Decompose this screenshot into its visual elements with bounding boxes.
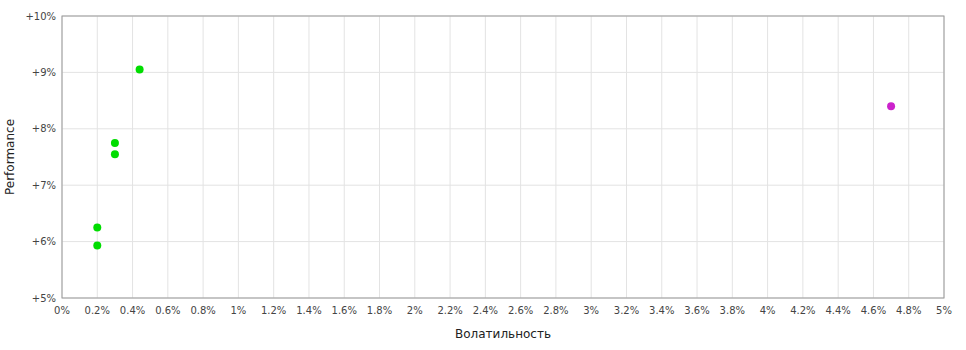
x-grid-line (308, 16, 309, 298)
x-tick-label: 3% (583, 305, 599, 316)
y-grid-line (62, 241, 944, 242)
y-tick-label: +7% (32, 180, 56, 191)
x-grid-line (203, 16, 204, 298)
x-tick-label: 4% (760, 305, 776, 316)
x-tick-label: 1.8% (367, 305, 392, 316)
x-grid-line (520, 16, 521, 298)
x-tick-label: 1.6% (332, 305, 357, 316)
x-grid-line (626, 16, 627, 298)
y-axis: +5% +6% +7% +8% +9% +10% (25, 11, 56, 304)
x-tick-label: 2% (407, 305, 423, 316)
x-grid-line (555, 16, 556, 298)
x-grid-line (767, 16, 768, 298)
grid (62, 16, 944, 298)
x-tick-label: 4.2% (790, 305, 815, 316)
x-grid-line (802, 16, 803, 298)
x-grid-line (273, 16, 274, 298)
x-tick-label: 3.4% (649, 305, 674, 316)
x-tick-label: 0.4% (120, 305, 145, 316)
point (111, 150, 119, 158)
point (111, 139, 119, 147)
x-grid-line (379, 16, 380, 298)
plot-frame (62, 16, 944, 298)
x-tick-label: 2.4% (473, 305, 498, 316)
x-tick-label: 0.2% (85, 305, 110, 316)
x-tick-label: 0% (54, 305, 70, 316)
y-tick-label: +8% (32, 123, 56, 134)
point (93, 242, 101, 250)
x-grid-line (97, 16, 98, 298)
x-grid-line (344, 16, 345, 298)
x-tick-label: 1.2% (261, 305, 286, 316)
y-grid-line (62, 185, 944, 186)
x-tick-label: 3.6% (684, 305, 709, 316)
x-grid-line (908, 16, 909, 298)
chart: 0% 0.2% 0.4% 0.6% 0.8% 1% 1.2% 1.4% 1.6% 1.8% 2% 2.… (0, 0, 966, 350)
x-tick-label: 5% (936, 305, 952, 316)
x-grid-line (838, 16, 839, 298)
y-tick-label: +5% (32, 293, 56, 304)
y-tick-label: +10% (25, 11, 56, 22)
x-grid-line (873, 16, 874, 298)
x-grid-line (697, 16, 698, 298)
x-tick-label: 2.2% (437, 305, 462, 316)
point (93, 224, 101, 232)
x-grid-line (238, 16, 239, 298)
x-grid-line (591, 16, 592, 298)
x-tick-label: 1% (230, 305, 246, 316)
y-tick-label: +9% (32, 67, 56, 78)
x-tick-label: 2.6% (508, 305, 533, 316)
x-grid-line (167, 16, 168, 298)
x-grid-line (732, 16, 733, 298)
x-tick-label: 2.8% (543, 305, 568, 316)
x-grid-line (132, 16, 133, 298)
x-tick-label: 0.6% (155, 305, 180, 316)
x-axis: 0% 0.2% 0.4% 0.6% 0.8% 1% 1.2% 1.4% 1.6% 1.8% 2% 2.… (54, 305, 952, 316)
x-tick-label: 3.2% (614, 305, 639, 316)
x-grid-line (450, 16, 451, 298)
x-axis-label: Волатильность (455, 327, 551, 341)
point (136, 66, 144, 74)
point (887, 102, 895, 110)
x-tick-label: 0.8% (190, 305, 215, 316)
y-axis-label: Performance (3, 119, 17, 195)
x-grid-line (414, 16, 415, 298)
x-tick-label: 3.8% (720, 305, 745, 316)
y-tick-label: +6% (32, 236, 56, 247)
x-tick-label: 1.4% (296, 305, 321, 316)
x-grid-line (661, 16, 662, 298)
y-grid-line (62, 128, 944, 129)
x-tick-label: 4.6% (861, 305, 886, 316)
x-grid-line (485, 16, 486, 298)
series (887, 102, 895, 110)
x-tick-label: 4.8% (896, 305, 921, 316)
x-tick-label: 4.4% (825, 305, 850, 316)
y-grid-line (62, 72, 944, 73)
series (93, 66, 143, 250)
points (93, 66, 895, 250)
